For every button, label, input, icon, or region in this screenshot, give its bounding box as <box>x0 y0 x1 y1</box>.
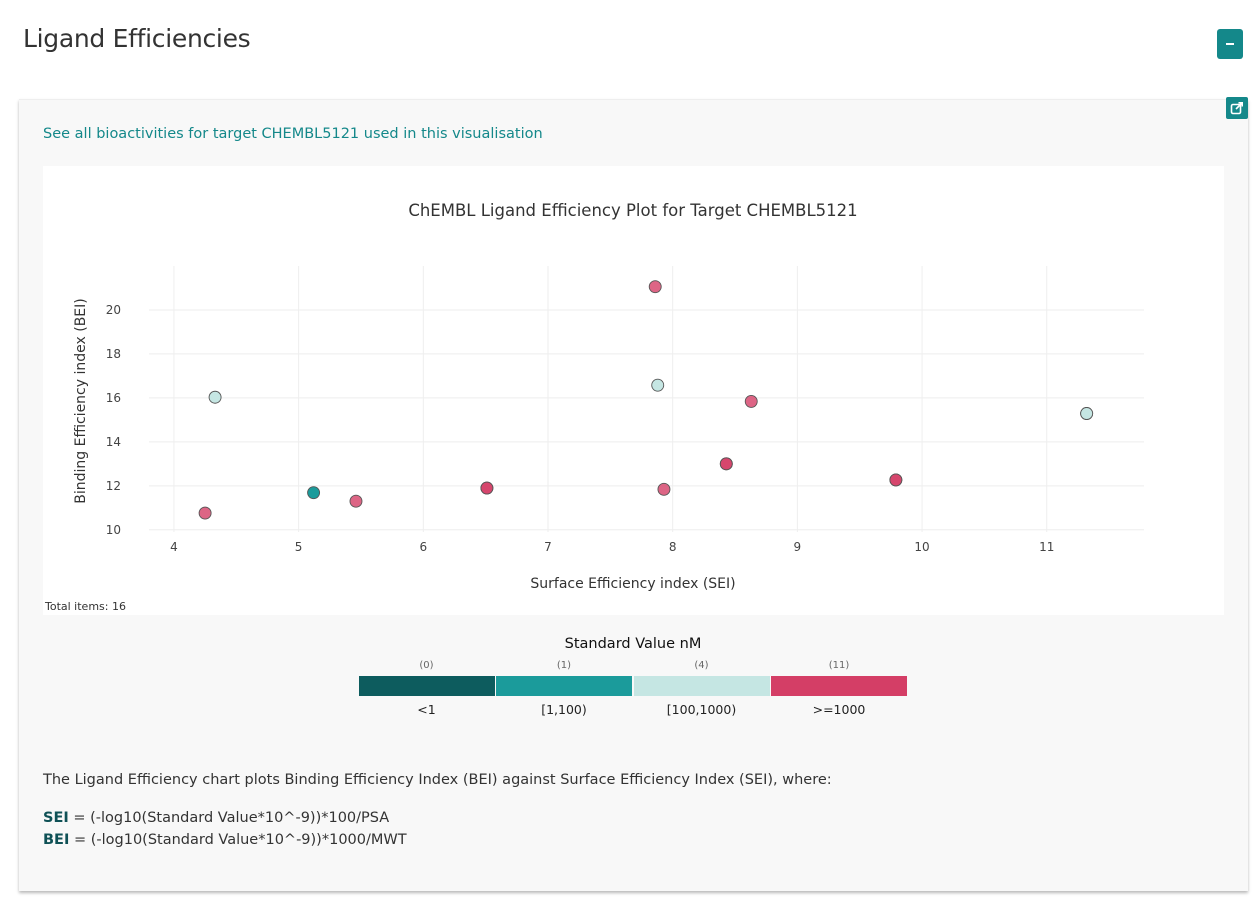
sei-formula-text: = (-log10(Standard Value*10^-9))*100/PSA <box>68 810 390 826</box>
data-point[interactable] <box>480 481 494 495</box>
bei-formula-text: = (-log10(Standard Value*10^-9))*1000/MW… <box>69 832 407 848</box>
minus-icon <box>1226 43 1234 45</box>
x-axis-label: Surface Efficiency index (SEI) <box>530 576 735 592</box>
chart-description: The Ligand Efficiency chart plots Bindin… <box>43 772 832 788</box>
data-point[interactable] <box>349 494 363 508</box>
plot-area: 4 5 6 7 8 9 10 11 10 12 14 16 18 20 ChEMBL Ligand Effi… <box>43 166 1224 615</box>
bei-formula: BEI = (-log10(Standard Value*10^-9))*100… <box>43 832 407 848</box>
sei-label: SEI <box>43 810 69 826</box>
x-tick-label: 6 <box>419 540 427 554</box>
legend-count: (1) <box>556 660 572 671</box>
share-icon <box>1230 102 1243 115</box>
data-point[interactable] <box>744 394 758 408</box>
x-tick-label: 10 <box>914 540 929 554</box>
data-point[interactable] <box>657 482 671 496</box>
y-tick-label: 10 <box>106 523 121 537</box>
legend-swatch[interactable] <box>358 676 495 696</box>
x-tick-label: 9 <box>794 540 802 554</box>
data-point[interactable] <box>889 473 903 487</box>
share-button[interactable] <box>1226 97 1248 119</box>
y-tick-label: 16 <box>106 391 121 405</box>
legend: (0) <1 (1) [1,100) (4) [100,1000) (11) >=1000 <box>358 660 908 722</box>
bioactivities-link[interactable]: See all bioactivities for target CHEMBL5… <box>43 126 543 142</box>
legend-label: >=1000 <box>812 702 866 717</box>
x-tick-label: 5 <box>295 540 303 554</box>
data-point[interactable] <box>719 457 733 471</box>
page-title: Ligand Efficiencies <box>23 24 251 53</box>
legend-count: (4) <box>694 660 709 671</box>
legend-swatch[interactable] <box>771 676 907 696</box>
x-tick-label: 11 <box>1039 540 1054 554</box>
legend-label: [1,100) <box>541 702 587 717</box>
y-tick-label: 18 <box>106 347 121 361</box>
bei-label: BEI <box>43 832 70 848</box>
data-point[interactable] <box>208 390 222 404</box>
x-tick-label: 4 <box>170 540 178 554</box>
data-point[interactable] <box>648 280 662 294</box>
data-point[interactable] <box>198 506 212 520</box>
legend-swatch[interactable] <box>496 676 632 696</box>
x-tick-label: 8 <box>669 540 677 554</box>
legend-count: (11) <box>828 660 850 671</box>
total-items: Total items: 16 <box>45 600 126 613</box>
y-tick-label: 20 <box>106 303 121 317</box>
y-axis-label: Binding Efficiency index (BEI) <box>73 298 89 504</box>
legend-title: Standard Value nM <box>564 636 702 652</box>
x-tick-label: 7 <box>544 540 552 554</box>
collapse-button[interactable] <box>1217 29 1243 59</box>
legend-swatch[interactable] <box>633 676 770 696</box>
data-point[interactable] <box>1080 407 1094 420</box>
ligand-efficiency-chart: 4 5 6 7 8 9 10 11 10 12 14 16 18 20 ChEMBL Ligand Effi… <box>73 201 1144 592</box>
data-point[interactable] <box>651 378 665 392</box>
y-tick-label: 12 <box>106 479 121 493</box>
y-tick-label: 14 <box>106 435 121 449</box>
sei-formula: SEI = (-log10(Standard Value*10^-9))*100… <box>43 810 389 826</box>
legend-count: (0) <box>419 660 434 671</box>
legend-label: [100,1000) <box>666 702 737 717</box>
legend-label: <1 <box>417 702 436 717</box>
chart-title: ChEMBL Ligand Efficiency Plot for Target… <box>408 201 857 220</box>
data-point[interactable] <box>307 486 321 500</box>
